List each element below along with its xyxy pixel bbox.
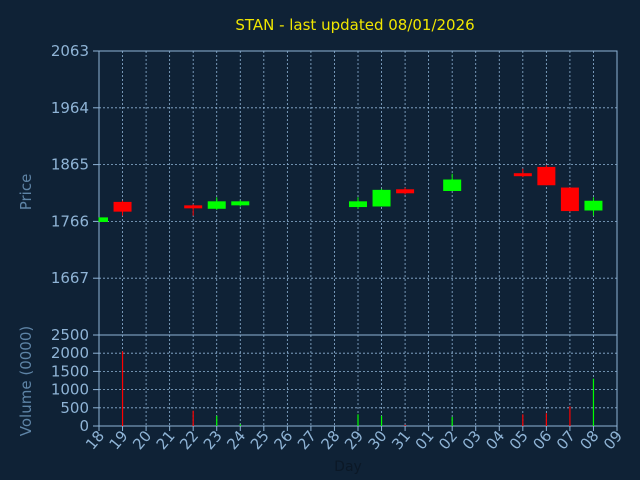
- x-tick-label: 09: [600, 427, 626, 453]
- x-tick-label: 21: [153, 427, 179, 453]
- x-tick-label: 29: [341, 427, 367, 453]
- price-tick-label: 1964: [51, 99, 89, 117]
- price-tick-label: 1865: [51, 156, 89, 174]
- x-tick-label: 26: [270, 427, 296, 453]
- x-tick-label: 05: [506, 427, 532, 453]
- x-tick-label: 03: [459, 427, 485, 453]
- x-tick-label: 28: [317, 427, 343, 453]
- x-tick-label: 07: [553, 427, 579, 453]
- candle-body: [184, 205, 203, 209]
- x-tick-label: 24: [223, 427, 249, 453]
- x-tick-label: 08: [576, 427, 602, 453]
- x-tick-label: 06: [529, 427, 555, 453]
- x-tick-label: 30: [365, 427, 391, 453]
- candle-body: [231, 201, 250, 206]
- x-tick-label: 23: [200, 427, 226, 453]
- candle-body: [372, 189, 391, 207]
- price-tick-label: 2063: [51, 42, 89, 60]
- price-tick-label: 1766: [51, 212, 89, 230]
- volume-tick-label: 0: [79, 417, 89, 435]
- chart-title: STAN - last updated 08/01/2026: [235, 16, 474, 34]
- x-tick-label: 20: [129, 427, 155, 453]
- volume-tick-label: 1500: [51, 362, 89, 380]
- candle-body: [207, 201, 226, 209]
- volume-tick-label: 2500: [51, 326, 89, 344]
- volume-tick-label: 2000: [51, 344, 89, 362]
- candle-body: [349, 201, 367, 208]
- candle-body: [396, 189, 415, 194]
- x-tick-label: 22: [176, 427, 202, 453]
- candle-body: [537, 166, 556, 186]
- x-tick-label: 01: [412, 427, 438, 453]
- candle-body: [113, 201, 132, 212]
- x-tick-label: 27: [294, 427, 320, 453]
- volume-tick-label: 1000: [51, 381, 89, 399]
- candle-body: [513, 173, 532, 177]
- x-tick-label: 19: [106, 427, 132, 453]
- x-tick-label: 31: [388, 427, 414, 453]
- volume-tick-label: 500: [60, 399, 89, 417]
- candle-body: [560, 187, 579, 212]
- volume-axis-label: Volume (0000): [17, 326, 35, 436]
- x-tick-label: 25: [247, 427, 273, 453]
- price-axis-label: Price: [17, 174, 35, 211]
- x-axis: 1819202122232425262728293031010203040506…: [82, 426, 626, 453]
- x-tick-label: 02: [435, 427, 461, 453]
- price-tick-label: 1667: [51, 269, 89, 287]
- x-axis-label: Day: [334, 459, 362, 475]
- x-tick-label: 04: [482, 427, 508, 453]
- candle-body: [584, 200, 603, 211]
- price-panel: 2063 1964 1865 1766 1667: [51, 42, 618, 336]
- candle-body: [99, 217, 108, 222]
- candle-body: [443, 179, 462, 191]
